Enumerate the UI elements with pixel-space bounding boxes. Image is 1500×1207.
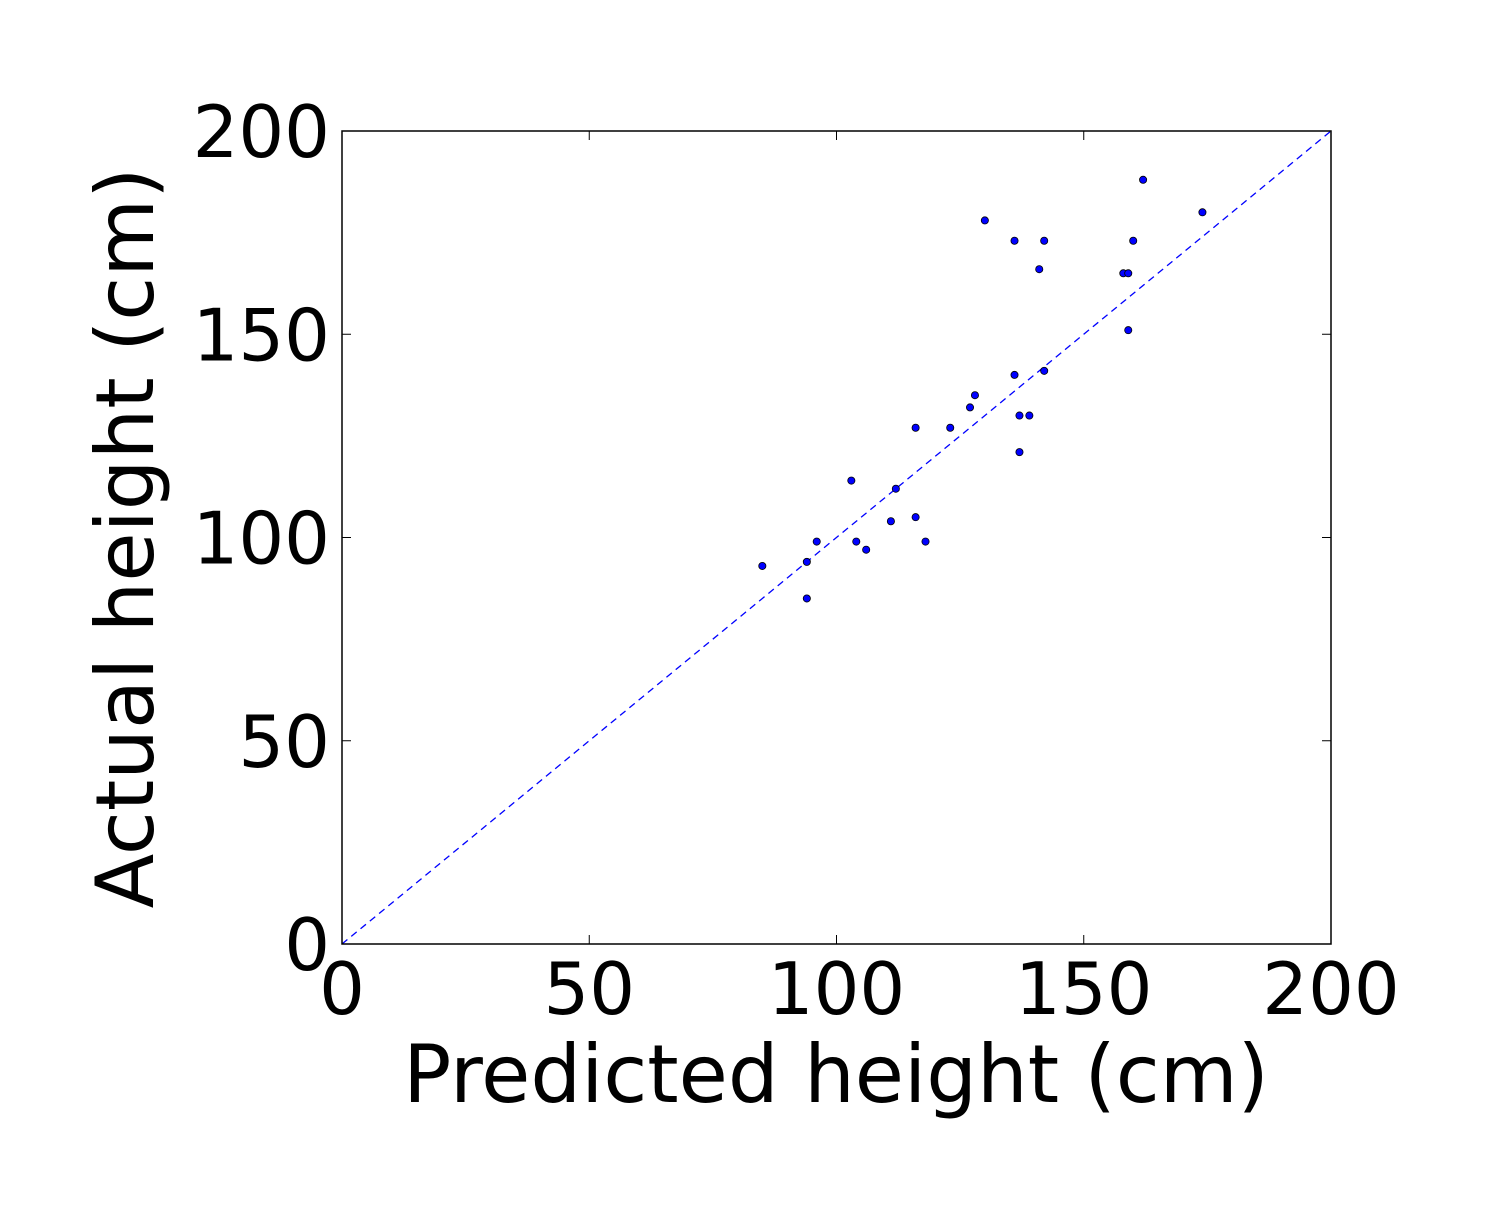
data-point xyxy=(1129,236,1138,245)
data-point xyxy=(946,423,955,432)
data-point xyxy=(1035,265,1044,274)
x-tick-label: 150 xyxy=(1015,947,1152,1031)
x-tick-label: 200 xyxy=(1262,947,1399,1031)
data-point xyxy=(1198,208,1207,217)
reference-line xyxy=(341,130,1332,945)
data-point xyxy=(1040,366,1049,375)
data-point xyxy=(1040,236,1049,245)
x-tick-label: 100 xyxy=(768,947,905,1031)
y-tick-label: 100 xyxy=(193,497,330,581)
y-axis-label: Actual height (cm) xyxy=(79,168,172,909)
data-point xyxy=(758,561,767,570)
data-point xyxy=(1124,326,1133,335)
data-point xyxy=(1139,175,1148,184)
y-tick-label: 50 xyxy=(238,700,330,784)
data-point xyxy=(1015,448,1024,457)
data-point xyxy=(980,216,989,225)
x-tick-label: 0 xyxy=(319,947,365,1031)
data-point xyxy=(1010,370,1019,379)
data-point xyxy=(852,537,861,546)
data-point xyxy=(1124,269,1133,278)
plot-area xyxy=(341,130,1332,945)
data-point xyxy=(966,403,975,412)
data-point xyxy=(1010,236,1019,245)
data-point xyxy=(847,476,856,485)
ticks: 0 50 100 150 200 0 50 100 150 200 xyxy=(193,90,1400,1031)
data-point xyxy=(802,594,811,603)
data-point xyxy=(921,537,930,546)
data-point xyxy=(886,517,895,526)
data-point xyxy=(802,557,811,566)
data-point xyxy=(891,484,900,493)
y-tick-label: 200 xyxy=(193,90,330,174)
data-point xyxy=(1015,411,1024,420)
data-point xyxy=(1025,411,1034,420)
data-point xyxy=(911,513,920,522)
y-tick-label: 0 xyxy=(284,903,330,987)
data-point xyxy=(970,391,979,400)
x-tick-label: 50 xyxy=(543,947,635,1031)
data-point xyxy=(911,423,920,432)
data-point xyxy=(862,545,871,554)
x-axis-label: Predicted height (cm) xyxy=(403,1028,1269,1121)
data-point xyxy=(812,537,821,546)
y-tick-label: 150 xyxy=(193,293,330,377)
